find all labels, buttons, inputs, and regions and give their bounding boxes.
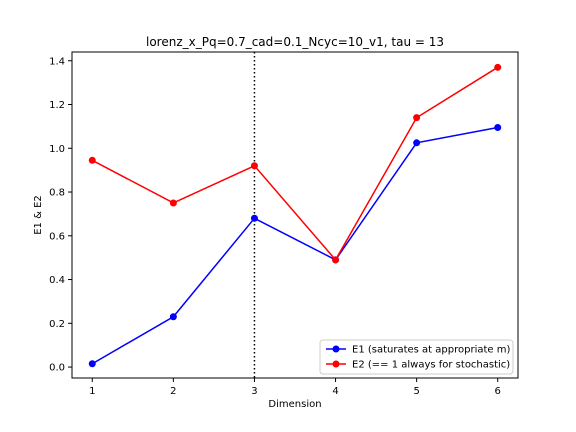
series-2-point bbox=[413, 114, 421, 122]
y-tick-label: 0.4 bbox=[49, 275, 65, 286]
series-2-point bbox=[332, 256, 340, 264]
x-tick-label: 5 bbox=[413, 386, 419, 397]
x-tick-label: 3 bbox=[251, 386, 257, 397]
series-line-1 bbox=[91, 126, 498, 365]
legend-swatch-marker bbox=[332, 360, 340, 368]
plot-frame bbox=[71, 51, 519, 379]
series-2-point bbox=[88, 156, 96, 164]
plot-area bbox=[72, 52, 518, 378]
y-tick-label: 0.0 bbox=[49, 363, 65, 374]
legend-label: E1 (saturates at appropriate m) bbox=[352, 345, 510, 356]
legend-label: E2 (== 1 always for stochastic) bbox=[352, 360, 510, 371]
x-tick-label: 6 bbox=[495, 386, 501, 397]
y-tick-label: 1.0 bbox=[49, 144, 65, 155]
series-1-point bbox=[88, 360, 96, 368]
series-1-point bbox=[413, 139, 421, 147]
x-tick-label: 1 bbox=[89, 386, 95, 397]
x-tick-label: 2 bbox=[170, 386, 176, 397]
series-line-2 bbox=[91, 66, 499, 262]
chart-title: lorenz_x_Pq=0.7_cad=0.1_Ncyc=10_v1, tau … bbox=[146, 35, 444, 49]
series-1-point bbox=[169, 313, 177, 321]
y-tick-label: 1.4 bbox=[49, 56, 65, 67]
series-2-point bbox=[169, 199, 177, 207]
y-tick-label: 0.2 bbox=[49, 319, 65, 330]
x-axis-label: Dimension bbox=[268, 399, 321, 410]
legend-swatch-marker bbox=[332, 345, 340, 353]
series-1-point bbox=[494, 123, 502, 131]
series-2-point bbox=[250, 162, 258, 170]
y-tick-label: 1.2 bbox=[49, 100, 65, 111]
series-1-point bbox=[250, 214, 258, 222]
legend-box bbox=[319, 339, 514, 375]
y-tick-label: 0.8 bbox=[49, 188, 65, 199]
x-tick-label: 4 bbox=[332, 386, 338, 397]
y-tick-label: 0.6 bbox=[49, 231, 65, 242]
series-2-point bbox=[494, 63, 502, 71]
legend: E1 (saturates at appropriate m) E2 (== 1 … bbox=[319, 339, 514, 375]
y-axis-label: E1 & E2 bbox=[33, 195, 44, 235]
